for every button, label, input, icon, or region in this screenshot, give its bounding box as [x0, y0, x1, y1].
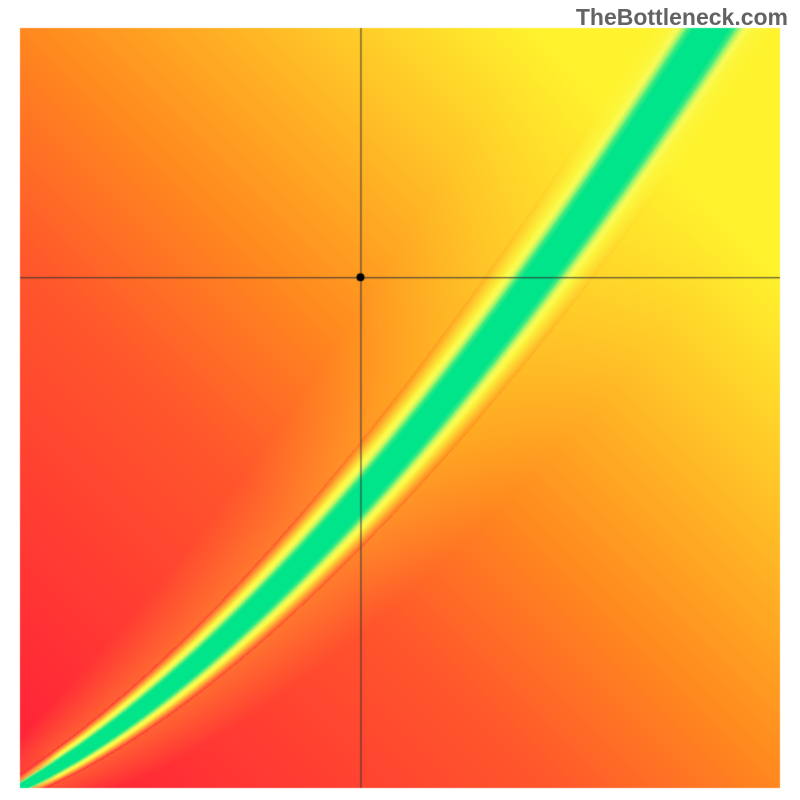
- watermark-text: TheBottleneck.com: [576, 4, 788, 31]
- chart-container: TheBottleneck.com: [0, 0, 800, 800]
- bottleneck-heatmap: [0, 0, 800, 800]
